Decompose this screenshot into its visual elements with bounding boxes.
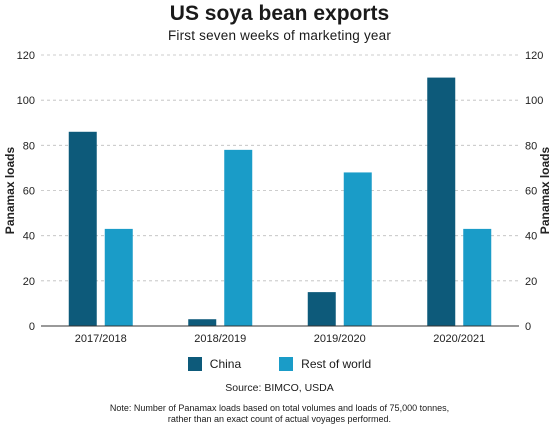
y-axis-label-left: Panamax loads	[3, 146, 17, 234]
y-tick-label-left: 80	[23, 140, 35, 152]
legend: China Rest of world	[0, 357, 559, 371]
y-tick-label-left: 0	[29, 321, 35, 333]
y-tick-label-right: 40	[525, 231, 537, 243]
chart-title: US soya bean exports	[169, 2, 390, 25]
bar-china-2017-2018	[68, 131, 97, 326]
bar-china-2019-2020	[307, 292, 336, 326]
note-line-1: Note: Number of Panamax loads based on t…	[109, 403, 450, 413]
y-tick-label-right: 80	[525, 140, 537, 152]
bars	[68, 77, 492, 326]
y-tick-label-right: 0	[525, 321, 531, 333]
y-tick-label-left: 20	[23, 276, 35, 288]
bar-china-2018-2019	[188, 319, 217, 326]
legend-swatch-rest-of-world	[279, 357, 294, 371]
bar-chart: 0 20 40 60 80 100 120 0 20 40 60 80 100 120 2017/201…	[3, 50, 552, 345]
note-text: Note: Number of Panamax loads based on t…	[40, 403, 519, 425]
bar-rest-of-world-2020-2021	[463, 228, 492, 326]
legend-item-china: China	[187, 357, 242, 371]
x-tick-label: 2020/2021	[433, 333, 485, 345]
bar-china-2020-2021	[427, 77, 456, 326]
chart-subtitle: First seven weeks of marketing year	[167, 28, 392, 43]
legend-label-rest-of-world: Rest of world	[301, 357, 372, 371]
x-tick-label: 2017/2018	[75, 333, 127, 345]
x-tick-label: 2019/2020	[314, 333, 366, 345]
y-tick-label-right: 20	[525, 276, 537, 288]
y-tick-label-left: 60	[23, 186, 35, 198]
legend-item-rest-of-world: Rest of world	[279, 357, 371, 371]
y-tick-label-right: 120	[525, 50, 543, 62]
source-text: Source: BIMCO, USDA	[225, 382, 334, 394]
bar-rest-of-world-2019-2020	[343, 172, 372, 326]
legend-label-china: China	[209, 357, 242, 371]
x-axis-ticks: 2017/2018 2018/2019 2019/2020 2020/2021	[75, 333, 486, 345]
y-axis-left-ticks: 0 20 40 60 80 100 120	[17, 50, 35, 333]
x-tick-label: 2018/2019	[194, 333, 246, 345]
legend-swatch-china	[187, 357, 202, 371]
bar-rest-of-world-2018-2019	[224, 149, 253, 326]
y-tick-label-right: 60	[525, 186, 537, 198]
y-tick-label-right: 100	[525, 95, 543, 107]
y-tick-label-left: 100	[17, 95, 35, 107]
y-tick-label-left: 40	[23, 231, 35, 243]
y-tick-label-left: 120	[17, 50, 35, 62]
y-axis-right-ticks: 0 20 40 60 80 100 120	[525, 50, 543, 333]
y-axis-label-right: Panamax loads	[538, 146, 552, 234]
note-line-2: rather than an exact count of actual voy…	[167, 414, 392, 424]
bar-rest-of-world-2017-2018	[104, 228, 133, 326]
